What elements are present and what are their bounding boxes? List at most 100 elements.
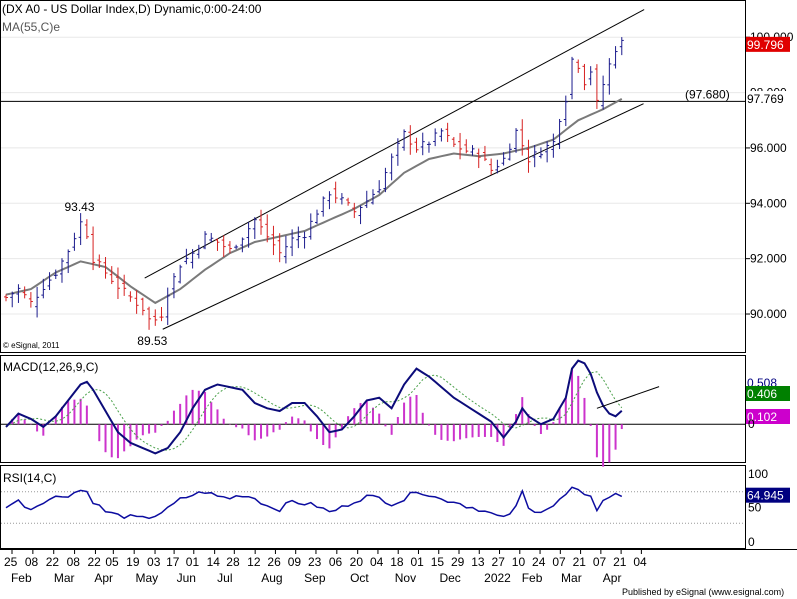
ohlc-bar xyxy=(346,197,351,206)
ohlc-bar xyxy=(613,46,618,69)
month-label: May xyxy=(136,571,159,585)
ohlc-bar xyxy=(221,235,226,258)
ohlc-bar xyxy=(59,258,64,283)
ohlc-bar xyxy=(122,274,127,296)
channel-upper-line xyxy=(144,9,645,279)
ohlc-bar xyxy=(308,213,313,240)
date-label: 29 xyxy=(451,555,465,569)
ohlc-bar xyxy=(4,294,8,302)
ohlc-bar xyxy=(315,209,319,225)
ohlc-bar xyxy=(601,75,606,110)
ohlc-bar xyxy=(551,133,556,158)
ohlc-bar xyxy=(109,266,114,285)
ohlc-bar xyxy=(140,297,145,316)
rsi-panel-frame xyxy=(0,465,746,549)
ohlc-bar xyxy=(420,132,425,156)
rsi-tick-label: 50 xyxy=(748,501,762,515)
date-label: 07 xyxy=(593,555,607,569)
ohlc-bar xyxy=(470,145,475,156)
price-annotation: 93.43 xyxy=(65,200,95,214)
ohlc-bar xyxy=(389,153,394,181)
ohlc-bar xyxy=(433,128,438,147)
rsi-value-badge: 64.945 xyxy=(747,489,784,503)
ohlc-bar xyxy=(134,290,139,314)
month-label: Feb xyxy=(522,571,543,585)
ohlc-bar xyxy=(302,231,307,249)
month-label: Jul xyxy=(217,571,232,585)
last-price-badge: 99.796 xyxy=(747,38,784,52)
date-label: 01 xyxy=(186,555,200,569)
date-label: 04 xyxy=(370,555,384,569)
date-label: 27 xyxy=(492,555,506,569)
ohlc-bar xyxy=(352,202,357,219)
ohlc-bar xyxy=(196,244,201,259)
signal-path xyxy=(5,371,623,451)
month-label: Apr xyxy=(94,571,113,585)
ohlc-bar xyxy=(240,237,245,253)
date-label: 14 xyxy=(207,555,221,569)
ohlc-bar xyxy=(576,59,581,73)
ohlc-bar xyxy=(408,125,413,155)
ohlc-bar xyxy=(607,58,612,95)
ohlc-bar xyxy=(178,264,183,284)
publisher-note: Published by eSignal (www.esignal.com) xyxy=(622,587,784,597)
ohlc-bar xyxy=(464,139,469,154)
ohlc-bar xyxy=(215,238,220,251)
ohlc-bar xyxy=(78,213,83,246)
macd-trendline-segment xyxy=(596,386,660,409)
date-label: 20 xyxy=(350,555,364,569)
price-tick-label: 96.000 xyxy=(750,141,787,155)
ma-line xyxy=(5,98,623,305)
ohlc-bar xyxy=(283,235,288,264)
horizontal-level-label: (97.680) xyxy=(685,87,730,101)
ohlc-bar xyxy=(333,181,338,204)
ohlc-bar xyxy=(47,272,52,291)
ohlc-bar xyxy=(495,159,500,174)
ohlc-bar xyxy=(16,284,21,303)
ohlc-bar xyxy=(538,147,543,159)
date-label: 26 xyxy=(267,555,281,569)
date-label: 12 xyxy=(247,555,261,569)
date-label: 21 xyxy=(613,555,627,569)
ma-label: MA(55,C)e xyxy=(2,20,60,34)
macd-zero-label: 0 xyxy=(748,417,755,431)
ohlc-bar xyxy=(277,233,282,263)
price-tick-label: 90.000 xyxy=(750,307,787,321)
ohlc-bar xyxy=(570,56,575,100)
ohlc-bar xyxy=(265,214,270,243)
title-backdrop xyxy=(1,1,297,16)
date-label: 21 xyxy=(573,555,587,569)
date-label: 04 xyxy=(633,555,647,569)
date-label: 18 xyxy=(390,555,404,569)
signal-value-badge-bg xyxy=(746,386,790,401)
channel-lower-line xyxy=(162,103,644,330)
ohlc-bar xyxy=(451,136,456,148)
ohlc-bar xyxy=(91,226,96,271)
ohlc-bar xyxy=(402,129,407,151)
rsi-grid: 0 50 100 xyxy=(1,467,768,549)
ohlc-bar xyxy=(66,249,71,274)
ohlc-bar xyxy=(582,63,587,91)
ohlc-bar xyxy=(563,95,568,127)
ohlc-bar xyxy=(426,141,431,153)
ohlc-bar xyxy=(588,66,593,86)
date-label: 08 xyxy=(25,555,39,569)
ohlc-bar xyxy=(489,158,494,175)
ohlc-bar xyxy=(72,232,77,251)
ohlc-bar xyxy=(209,232,214,243)
date-label: 25 xyxy=(4,555,18,569)
chart-title: (DX A0 - US Dollar Index,D) Dynamic,0:00… xyxy=(2,2,262,16)
date-label: 10 xyxy=(512,555,526,569)
ohlc-bar xyxy=(383,167,388,193)
month-label: Sep xyxy=(304,571,326,585)
hist-value-badge: 0.102 xyxy=(747,410,777,424)
ma-value-badge: 97.769 xyxy=(747,92,784,106)
price-annotations: 93.43 89.53 xyxy=(65,200,168,348)
price-grid xyxy=(1,36,745,315)
ohlc-bar xyxy=(507,143,512,161)
ohlc-bar xyxy=(128,291,133,302)
ohlc-bar xyxy=(153,309,158,326)
ohlc-bar xyxy=(414,137,419,153)
